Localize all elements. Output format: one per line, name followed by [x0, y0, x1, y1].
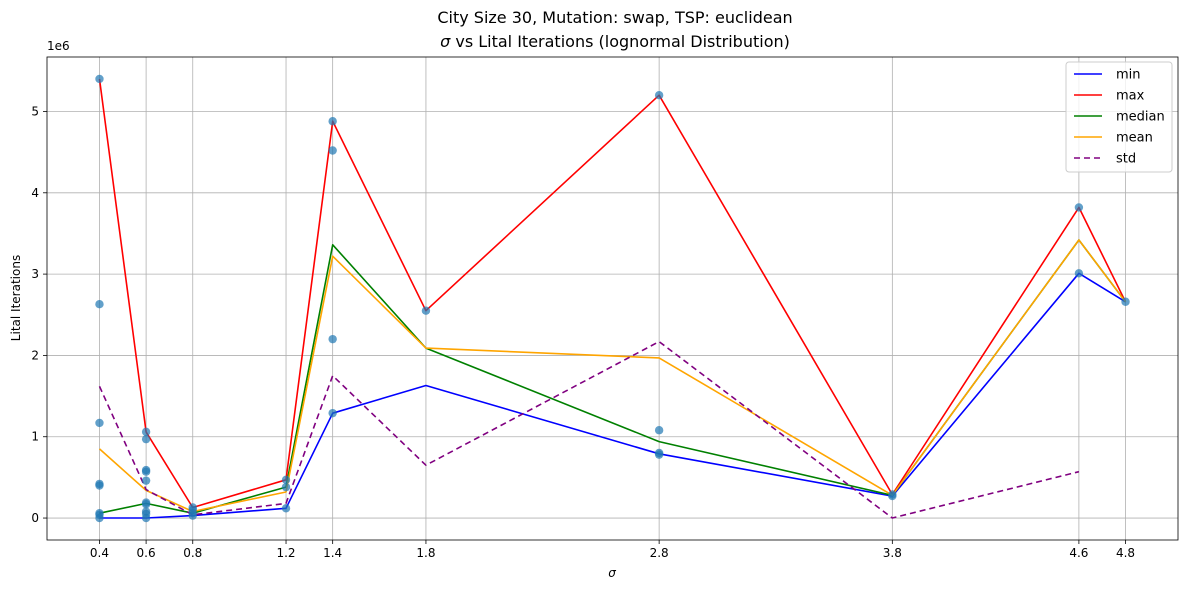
scatter-point — [654, 450, 664, 459]
x-tick-label: 1.8 — [416, 546, 435, 560]
legend-box — [1065, 61, 1173, 173]
scatter-point — [141, 500, 151, 509]
series-line-max — [98, 78, 1127, 509]
chart-title-line2: σ vs Lital Iterations (lognormal Distrib… — [440, 32, 790, 51]
legend-label-min: min — [1116, 68, 1141, 83]
series-line-std — [98, 340, 1080, 519]
scatter-point — [95, 418, 104, 428]
scatter-point — [141, 513, 151, 523]
x-tick-label: 4.6 — [1069, 546, 1088, 560]
scatter-point — [188, 511, 197, 520]
y-offset-label: 1e6 — [47, 39, 70, 53]
chart-title-rest: vs Lital Iterations (lognormal Distribut… — [450, 32, 790, 51]
scatter-point — [281, 504, 291, 513]
x-axis-label: σ — [608, 566, 616, 580]
scatter-point — [141, 467, 151, 476]
scatter-point — [1121, 297, 1130, 306]
y-tick-label: 0 — [31, 511, 39, 525]
scatter-point — [281, 482, 291, 492]
scatter-point — [654, 426, 664, 435]
plot-frame — [46, 56, 1179, 541]
legend-label-std: std — [1116, 152, 1136, 167]
x-tick-label: 2.8 — [650, 546, 669, 560]
y-tick-label: 5 — [31, 104, 39, 118]
y-tick-label: 3 — [31, 267, 39, 281]
series-lines — [98, 78, 1127, 519]
scatter-point — [95, 299, 104, 309]
scatter-point — [141, 476, 151, 485]
scatter-point — [1074, 269, 1084, 278]
axis-ticks: 0.4 0.6 0.8 1.2 1.4 1.8 2.8 3.8 4.6 4.8 0 1 2 3 4 5 — [31, 104, 1135, 560]
scatter-point — [888, 491, 897, 501]
x-tick-label: 0.8 — [183, 546, 202, 560]
x-tick-label: 0.6 — [137, 546, 156, 560]
scatter-point — [95, 481, 104, 490]
legend: min max median mean std — [1065, 61, 1173, 173]
y-tick-label: 1 — [31, 430, 39, 444]
scatter-point — [1074, 203, 1084, 212]
legend-label-median: median — [1116, 110, 1165, 125]
y-tick-label: 4 — [31, 186, 39, 200]
scatter-point — [95, 74, 104, 84]
scatter-point — [328, 117, 337, 126]
y-tick-label: 2 — [31, 348, 39, 362]
x-tick-label: 3.8 — [883, 546, 902, 560]
series-line-mean — [98, 239, 1127, 513]
chart-title-line1: City Size 30, Mutation: swap, TSP: eucli… — [437, 8, 792, 27]
legend-label-mean: mean — [1116, 131, 1153, 146]
scatter-point — [281, 475, 291, 485]
scatter-point — [654, 91, 664, 100]
scatter-point — [95, 513, 104, 523]
scatter-point — [328, 334, 337, 344]
series-line-min — [99, 272, 1126, 519]
scatter-point — [141, 427, 151, 437]
x-tick-label: 1.2 — [276, 546, 295, 560]
x-tick-label: 4.8 — [1116, 546, 1135, 560]
legend-label-max: max — [1116, 89, 1145, 104]
scatter-point — [421, 306, 431, 315]
scatter-point — [328, 146, 337, 155]
y-axis-label: Lital Iterations — [9, 255, 23, 341]
x-tick-label: 0.4 — [90, 546, 109, 560]
scatter-points — [95, 74, 1130, 523]
chart-title-sigma: σ — [440, 32, 451, 51]
x-tick-label: 1.4 — [323, 546, 342, 560]
scatter-point — [141, 434, 151, 444]
scatter-point — [328, 408, 337, 418]
